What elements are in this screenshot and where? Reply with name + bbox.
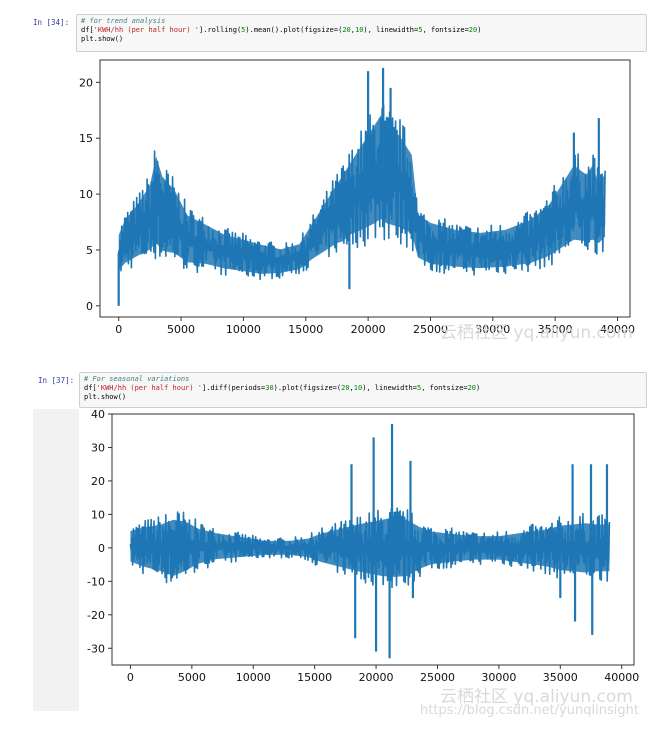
x-tick-label: 20000 [351, 323, 386, 336]
x-tick-label: 20000 [359, 671, 394, 684]
y-tick-label: 15 [79, 132, 93, 145]
x-tick-label: 10000 [236, 671, 271, 684]
y-tick-label: 0 [86, 300, 93, 313]
x-tick-label: 30000 [475, 323, 510, 336]
x-tick-label: 0 [115, 323, 122, 336]
x-tick-label: 35000 [543, 671, 578, 684]
seasonal-plot: 0 5000 10000 15000 20000 25000 30000 35000 40000… [87, 410, 639, 684]
y-tick-label: -10 [87, 575, 105, 588]
x-tick-label: 15000 [288, 323, 323, 336]
y-tick-label: 0 [98, 542, 105, 555]
trend-plot: 0 5000 10000 15000 20000 25000 30000 35000 40000… [79, 59, 635, 336]
x-tick-label: 5000 [178, 671, 206, 684]
code-comment: # For seasonal variations [84, 375, 190, 383]
y-tick-label: -20 [87, 609, 105, 622]
cell-prompt: In [37]: [38, 376, 75, 385]
x-tick-label: 15000 [297, 671, 332, 684]
cell-prompt: In [34]: [33, 18, 70, 27]
watermark: 云栖社区 yq.aliyun.com [440, 323, 633, 343]
y-tick-label: 40 [91, 410, 105, 421]
watermark: 云栖社区 yq.aliyun.com [440, 687, 633, 707]
x-tick-label: 25000 [420, 671, 455, 684]
x-tick-label: 25000 [413, 323, 448, 336]
y-tick-label: 20 [79, 76, 93, 89]
x-tick-label: 40000 [600, 323, 635, 336]
x-tick-label: 10000 [226, 323, 261, 336]
output-gutter [33, 409, 79, 711]
y-tick-label: -30 [87, 642, 105, 655]
code-cell-seasonal[interactable]: # For seasonal variations df['KWH/hh (pe… [79, 372, 647, 408]
series-band [118, 115, 606, 274]
y-tick-label: 10 [91, 508, 105, 521]
y-tick-label: 20 [91, 475, 105, 488]
code-comment: # for trend analysis [81, 17, 166, 25]
y-tick-label: 5 [86, 244, 93, 257]
x-tick-label: 0 [127, 671, 134, 684]
code-cell-trend[interactable]: # for trend analysis df['KWH/hh (per hal… [76, 14, 647, 52]
x-tick-label: 35000 [538, 323, 573, 336]
y-tick-label: 10 [79, 188, 93, 201]
watermark: https://blog.csdn.net/yunqlinsight [420, 703, 639, 718]
y-tick-label: 30 [91, 441, 105, 454]
x-tick-label: 40000 [604, 671, 639, 684]
x-tick-label: 5000 [167, 323, 195, 336]
series-band [130, 517, 610, 577]
x-tick-label: 30000 [481, 671, 516, 684]
